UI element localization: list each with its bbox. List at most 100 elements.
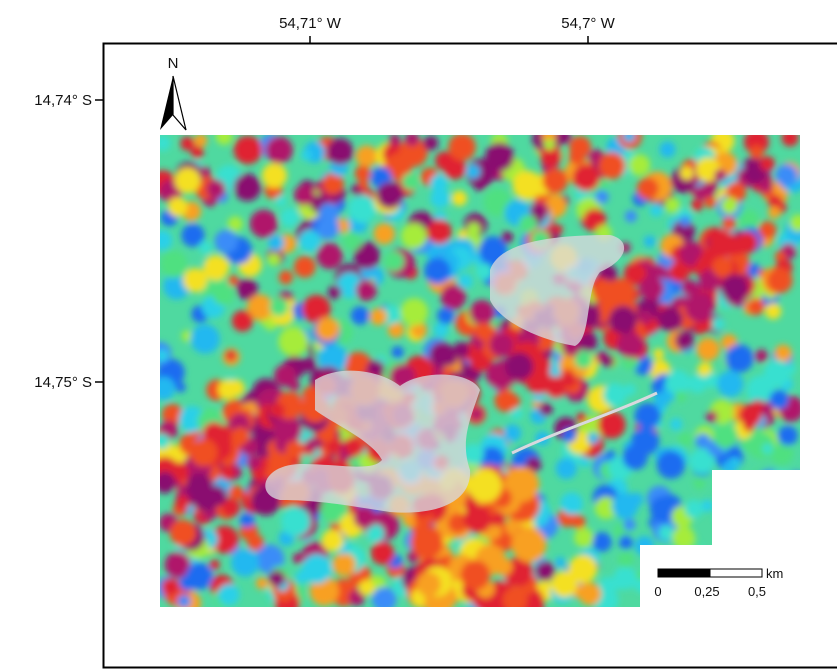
raster-blob: [634, 403, 660, 429]
map-figure: 54,71° W 54,7° W 14,74° S 14,75° S N km …: [0, 0, 837, 672]
north-arrow: N: [160, 55, 186, 130]
raster-blob: [228, 275, 239, 286]
y-axis-label: 14,75° S: [34, 374, 92, 391]
raster-blob: [401, 223, 427, 249]
raster-blob: [653, 349, 664, 360]
raster-blob: [748, 512, 762, 526]
raster-blob: [186, 473, 214, 501]
raster-blob: [154, 472, 176, 494]
raster-blob: [214, 230, 238, 254]
raster-blob: [469, 300, 495, 326]
scale-label: 0,5: [748, 584, 766, 599]
raster-blob: [715, 472, 740, 497]
raster-blob: [722, 461, 736, 475]
raster-blob: [371, 541, 395, 565]
raster-blob: [555, 557, 566, 568]
raster-blob: [752, 467, 777, 492]
raster-blob: [595, 190, 609, 204]
raster-blob: [544, 139, 555, 150]
raster-blob: [739, 404, 762, 427]
raster-blob: [374, 223, 395, 244]
raster-blob: [742, 510, 752, 520]
raster-blob: [678, 432, 693, 447]
raster-blob: [639, 276, 664, 301]
raster-blob: [704, 373, 719, 388]
raster-blob: [625, 210, 637, 222]
raster-blob: [580, 457, 591, 468]
raster-blob: [774, 345, 791, 362]
raster-blob: [355, 166, 371, 182]
raster-blob: [598, 152, 625, 179]
raster-blob: [574, 528, 594, 548]
raster-blob: [722, 549, 742, 569]
raster-blob: [776, 479, 793, 496]
raster-blob: [750, 146, 764, 160]
raster-blob: [416, 572, 440, 596]
raster-blob: [489, 333, 513, 357]
raster-blob: [194, 134, 207, 147]
raster-blob: [427, 219, 451, 243]
raster-blob: [322, 173, 344, 195]
raster-blob: [747, 298, 764, 315]
raster-blob: [190, 439, 218, 467]
raster-blob: [348, 195, 377, 224]
raster-blob: [317, 243, 343, 269]
raster-blob: [685, 293, 715, 323]
raster-blob: [779, 520, 796, 537]
raster-blob: [759, 500, 786, 527]
raster-blob: [322, 529, 344, 551]
raster-blob: [359, 580, 375, 596]
raster-blob: [327, 138, 354, 165]
raster-blob: [775, 521, 787, 533]
raster-blob: [693, 477, 705, 489]
scale-segment: [710, 569, 762, 577]
raster-blob: [268, 235, 284, 251]
raster-blob: [463, 505, 491, 533]
raster-blob: [207, 180, 226, 199]
raster-blob: [293, 553, 304, 564]
scale-unit: km: [766, 566, 783, 581]
raster-blob: [156, 349, 169, 362]
raster-blob: [216, 128, 233, 145]
raster-blob: [704, 196, 716, 208]
raster-blob: [617, 332, 643, 358]
raster-blob: [275, 195, 287, 207]
raster-blob: [763, 515, 783, 535]
raster-blob: [485, 142, 514, 171]
raster-blob: [227, 379, 244, 396]
raster-blob: [250, 210, 278, 238]
raster-blob: [328, 285, 342, 299]
raster-blob: [691, 199, 703, 211]
raster-blob: [680, 167, 694, 181]
raster-blob: [286, 440, 304, 458]
raster-blob: [675, 391, 687, 403]
raster-blob: [280, 208, 299, 227]
raster-blob: [723, 498, 747, 522]
raster-blob: [778, 426, 798, 446]
raster-blob: [569, 555, 598, 584]
raster-blob: [782, 129, 799, 146]
raster-blob: [722, 217, 736, 231]
raster-blob: [190, 324, 220, 354]
raster-blob: [186, 563, 213, 590]
raster-blob: [332, 553, 356, 577]
raster-blob: [792, 489, 805, 502]
raster-blob: [764, 360, 791, 387]
raster-blob: [762, 444, 772, 454]
raster-blob: [623, 130, 636, 143]
raster-blob: [278, 327, 308, 357]
raster-blob: [437, 307, 454, 324]
raster-blob: [294, 256, 316, 278]
raster-blob: [772, 496, 799, 523]
raster-blob: [402, 173, 419, 190]
raster-blob: [721, 274, 749, 302]
raster-blob: [351, 306, 370, 325]
raster-blob: [295, 570, 308, 583]
raster-blob: [180, 136, 194, 150]
raster-blob: [306, 438, 319, 451]
raster-blob: [384, 251, 404, 271]
raster-blob: [696, 338, 719, 361]
raster-blob: [715, 512, 727, 524]
magnetic-raster: [148, 125, 810, 621]
raster-blob: [155, 135, 171, 151]
